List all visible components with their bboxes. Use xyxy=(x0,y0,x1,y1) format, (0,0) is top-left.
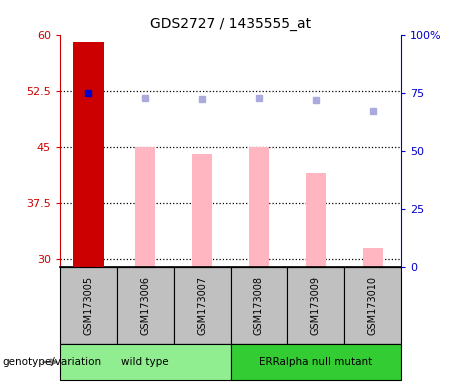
Bar xyxy=(60,344,230,380)
Bar xyxy=(306,173,326,266)
Text: GSM173008: GSM173008 xyxy=(254,276,264,335)
Bar xyxy=(287,266,344,344)
Text: ERRalpha null mutant: ERRalpha null mutant xyxy=(259,357,372,367)
Title: GDS2727 / 1435555_at: GDS2727 / 1435555_at xyxy=(150,17,311,31)
Text: wild type: wild type xyxy=(121,357,169,367)
Text: GSM173010: GSM173010 xyxy=(367,276,378,335)
Bar xyxy=(174,266,230,344)
Bar xyxy=(363,248,383,266)
Text: GSM173006: GSM173006 xyxy=(140,276,150,335)
Text: GSM173005: GSM173005 xyxy=(83,276,94,335)
Bar xyxy=(344,266,401,344)
Bar xyxy=(117,266,174,344)
Text: GSM173009: GSM173009 xyxy=(311,276,321,335)
Bar xyxy=(135,147,155,266)
Bar xyxy=(73,42,104,266)
Text: genotype/variation: genotype/variation xyxy=(2,357,101,367)
Bar xyxy=(249,147,269,266)
Bar xyxy=(230,344,401,380)
Bar xyxy=(230,266,287,344)
Bar xyxy=(192,154,212,266)
Bar xyxy=(60,266,117,344)
Text: GSM173007: GSM173007 xyxy=(197,276,207,335)
